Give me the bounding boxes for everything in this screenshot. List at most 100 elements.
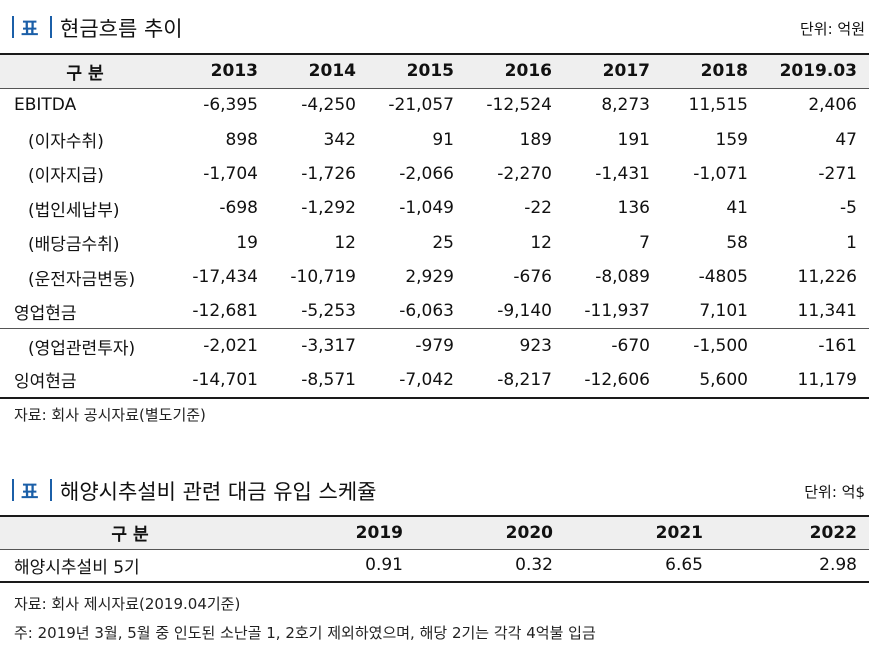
row-label: EBITDA [14,95,77,116]
column-header: 2013 [170,54,270,89]
row-label: (운전자금변동) [28,269,136,290]
table-row: 영업현금 -12,681 -5,253 -6,063 -9,140 -11,93… [0,294,869,330]
cell-value: -670 [611,336,650,357]
column-header: 2022 [715,516,869,550]
cash-flow-table: 구 분 2013 2014 2015 2016 2017 2018 2019.0… [0,53,869,399]
title-right-bar [50,16,52,38]
cell-value: -8,089 [595,267,650,288]
cell-value: -1,726 [301,163,356,184]
column-header: 2014 [270,54,368,89]
title-right-bar [50,479,52,501]
cell-value: 2,929 [405,267,454,288]
header-label: 구 분 [0,54,170,89]
cell-value: -2,066 [399,163,454,184]
column-header: 2020 [415,516,565,550]
table-row: 잉여현금 -14,701 -8,571 -7,042 -8,217 -12,60… [0,363,869,397]
cell-value: -6,063 [368,294,466,330]
cell-value: -8,571 [301,369,356,390]
cell-value: 2.98 [819,555,857,576]
cell-value: 0.91 [365,555,403,576]
table-row: EBITDA -6,395 -4,250 -21,057 -12,524 8,2… [0,88,869,122]
row-label: 해양시추설비 5기 [14,557,140,578]
table-header-row: 구 분 2013 2014 2015 2016 2017 2018 2019.0… [0,54,869,89]
cell-value: 12 [334,232,356,253]
table1-title: 현금흐름 추이 [60,17,183,41]
cell-value: 91 [432,129,454,150]
cell-value: 41 [726,198,748,219]
column-header: 2019.03 [760,54,869,89]
table-tag: 표 [21,18,39,40]
cell-value: -12,681 [170,294,270,330]
cell-value: 7 [639,232,650,253]
row-label: 잉여현금 [14,372,77,393]
cell-value: -1,704 [203,163,258,184]
title-left-bar [12,16,14,38]
cell-value: 11,341 [760,294,869,330]
cell-value: -1,500 [693,336,748,357]
cell-value: -8,217 [497,369,552,390]
cell-value: 8,273 [601,95,650,116]
cell-value: -5 [840,198,857,219]
table-row: (이자수취) 898 342 91 189 191 159 47 [0,122,869,156]
cell-value: -676 [513,267,552,288]
row-label: (배당금수취) [28,235,120,256]
table1-source-note: 자료: 회사 공시자료(별도기준) [14,406,206,424]
cell-value: 11,179 [797,369,857,390]
row-label: 영업현금 [0,294,170,330]
table-row: (법인세납부) -698 -1,292 -1,049 -22 136 41 -5 [0,191,869,225]
cell-value: -7,042 [399,369,454,390]
header-label: 구 분 [0,516,260,550]
cell-value: -4,250 [301,95,356,116]
cell-value: -14,701 [192,369,258,390]
cell-value: 159 [715,129,748,150]
table2-source-note: 자료: 회사 제시자료(2019.04기준) [14,595,241,613]
cell-value: 11,226 [797,267,857,288]
table1-unit: 단위: 억원 [799,20,865,38]
row-label: (이자수취) [28,132,104,153]
cell-value: 6.65 [665,555,703,576]
cell-value: 0.32 [515,555,553,576]
cell-value: -11,937 [564,294,662,330]
cell-value: -17,434 [192,267,258,288]
row-label: (영업관련투자) [28,338,136,359]
cell-value: 25 [432,232,454,253]
column-header: 2018 [662,54,760,89]
cell-value: -1,431 [595,163,650,184]
cell-value: 11,515 [688,95,748,116]
cell-value: -12,524 [486,95,552,116]
cell-value: 136 [617,198,650,219]
column-header: 2017 [564,54,662,89]
cell-value: 5,600 [699,369,748,390]
cell-value: -21,057 [388,95,454,116]
cell-value: -6,395 [203,95,258,116]
cell-value: 47 [835,129,857,150]
row-label: (이자지급) [28,166,104,187]
table2-title-row: 표 해양시추설비 관련 대금 유입 스케쥴 단위: 억$ [0,475,869,505]
cell-value: -979 [415,336,454,357]
table-row: (배당금수취) 19 12 25 12 7 58 1 [0,226,869,260]
cell-value: -22 [524,198,552,219]
table2-unit: 단위: 억$ [804,483,865,501]
cell-value: 58 [726,232,748,253]
cell-value: 191 [617,129,650,150]
cell-value: -2,021 [203,336,258,357]
cell-value: 19 [236,232,258,253]
cell-value: 7,101 [662,294,760,330]
cell-value: 189 [519,129,552,150]
cell-value: -2,270 [497,163,552,184]
cell-value: -5,253 [270,294,368,330]
cell-value: -4805 [698,267,748,288]
cell-value: 1 [846,232,857,253]
cell-value: -3,317 [301,336,356,357]
cell-value: -698 [219,198,258,219]
cell-value: -12,606 [584,369,650,390]
offshore-payment-schedule-table: 구 분 2019 2020 2021 2022 해양시추설비 5기 0.91 0… [0,515,869,583]
cell-value: 2,406 [808,95,857,116]
cell-value: -1,292 [301,198,356,219]
table-row: 해양시추설비 5기 0.91 0.32 6.65 2.98 [0,549,869,582]
cell-value: -161 [818,336,857,357]
column-header: 2019 [260,516,415,550]
table-row: (영업관련투자) -2,021 -3,317 -979 923 -670 -1,… [0,329,869,363]
table1-title-row: 표 현금흐름 추이 단위: 억원 [0,12,869,42]
cell-value: -10,719 [290,267,356,288]
